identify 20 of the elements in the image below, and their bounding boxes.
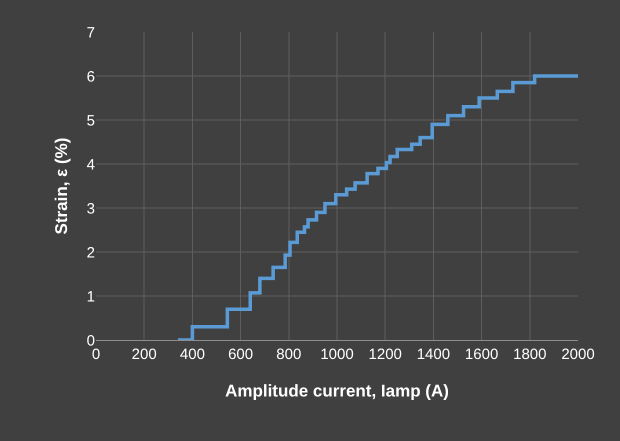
x-tick-label: 1800: [513, 346, 546, 363]
y-tick-label: 0: [86, 332, 95, 350]
x-axis-title: Amplitude current, Iamp (A): [225, 381, 449, 400]
x-tick-label: 1000: [320, 346, 354, 363]
y-axis-title: Strain, ε (%): [52, 138, 72, 234]
x-tick-label: 800: [276, 346, 302, 363]
x-tick-label: 400: [180, 346, 205, 363]
x-tick-label: 600: [228, 346, 254, 363]
y-tick-label: 1: [86, 288, 95, 306]
y-tick-label: 4: [86, 156, 95, 174]
x-tick-label: 1200: [368, 346, 402, 363]
x-tick-label: 200: [132, 346, 157, 363]
x-tick-label: 1600: [464, 346, 498, 363]
y-tick-label: 6: [86, 68, 95, 86]
y-tick-label: 2: [86, 244, 95, 262]
y-tick-label: 7: [86, 24, 95, 42]
y-tick-label: 3: [86, 200, 95, 218]
x-tick-label: 2000: [561, 346, 595, 363]
y-tick-label: 5: [86, 112, 95, 130]
x-tick-label: 1400: [416, 346, 450, 363]
